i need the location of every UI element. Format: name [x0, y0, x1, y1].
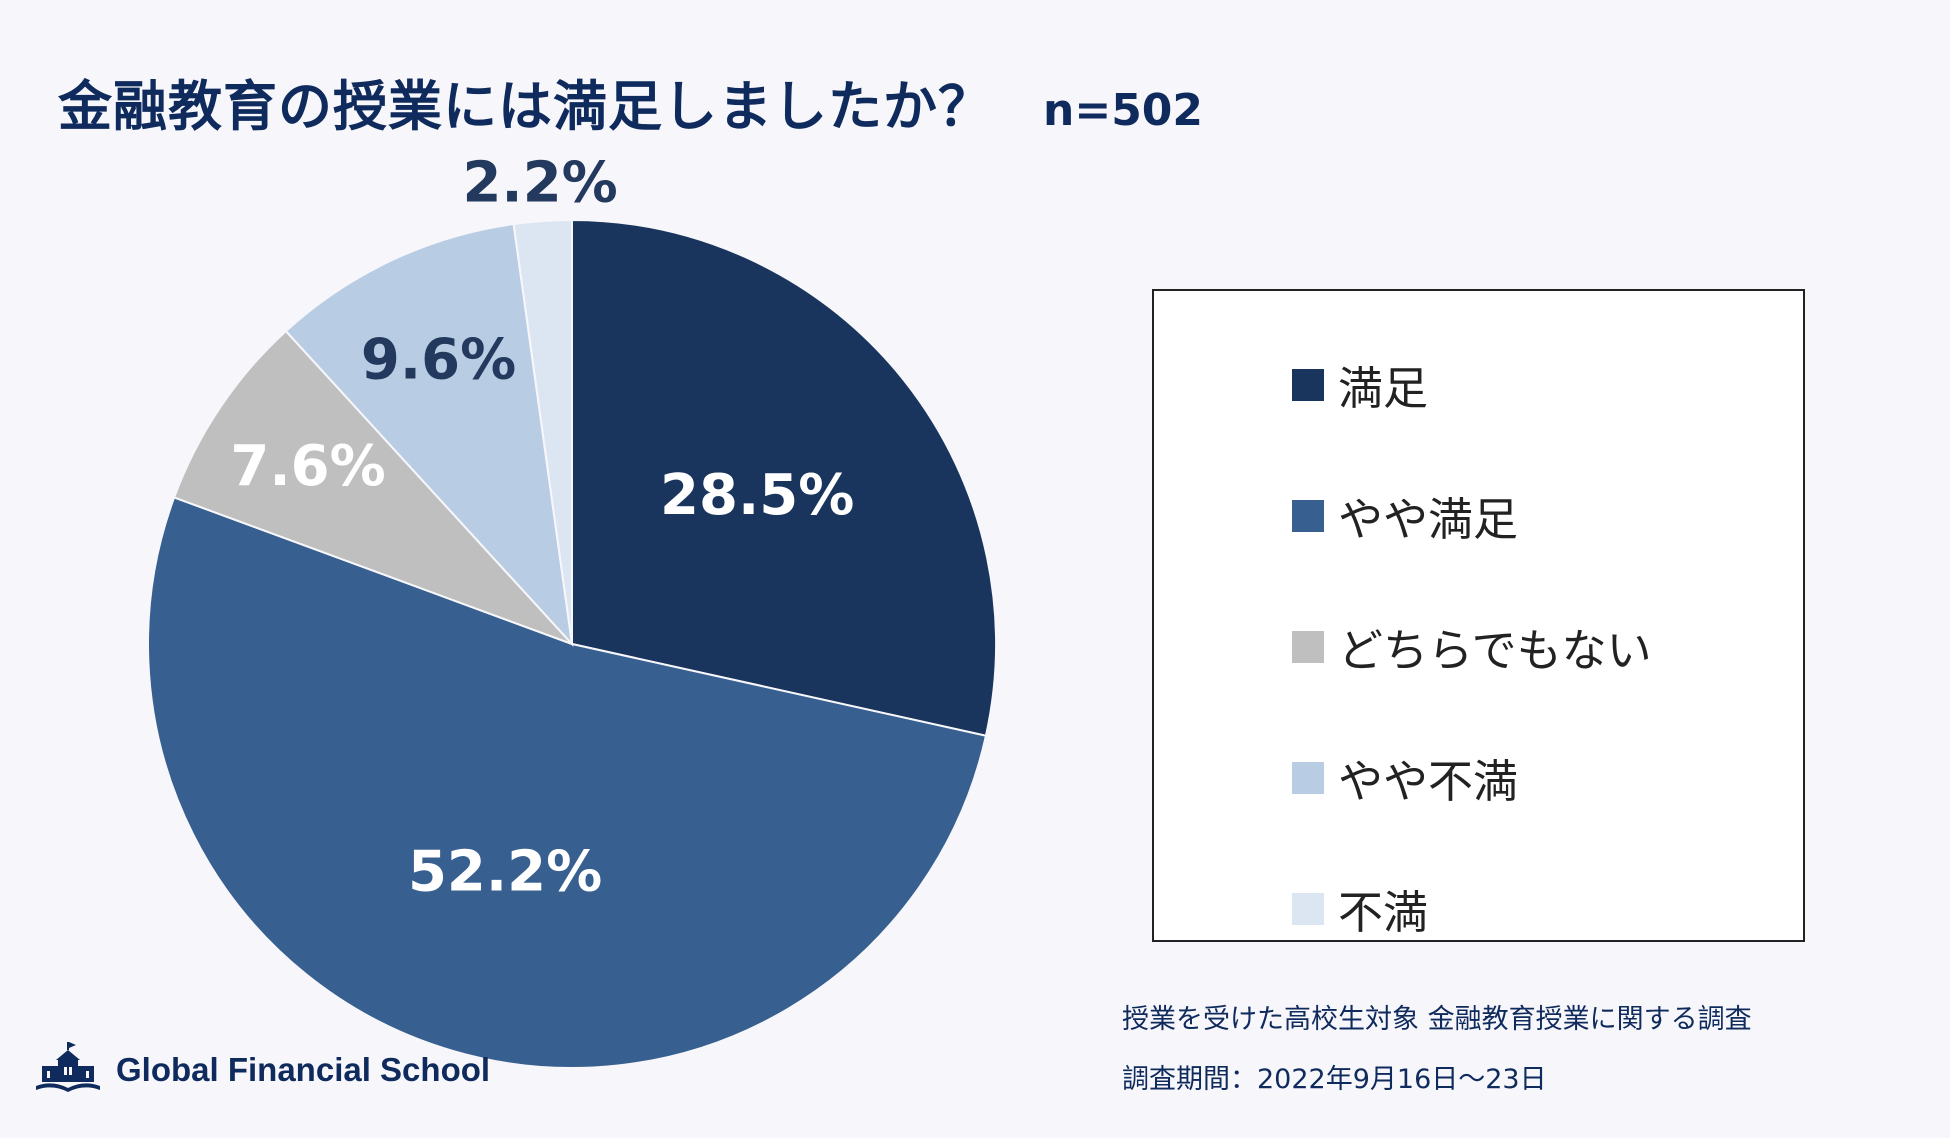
- legend-swatch: [1292, 499, 1324, 532]
- legend-label: 満足: [1338, 362, 1429, 415]
- school-building-icon: [36, 1042, 100, 1092]
- legend-item-neutral: どちらでもない: [1292, 581, 1652, 712]
- title-row: 金融教育の授業には満足しましたか？ n=502: [58, 62, 1203, 141]
- pie-slices: [147, 218, 997, 1069]
- legend-item-satisfied: 満足: [1292, 319, 1652, 450]
- pie-slice-somewhat-satisfied: [147, 496, 988, 1069]
- legend-item-somewhat-satisfied: やや満足: [1292, 450, 1652, 581]
- legend-label: やや不満: [1338, 755, 1519, 808]
- survey-footnotes: 授業を受けた高校生対象 金融教育授業に関する調査 調査期間：2022年9月16日…: [1122, 990, 1752, 1110]
- pie-label-neutral: 7.6%: [230, 434, 385, 499]
- pie-label-somewhat-satisfied: 52.2%: [408, 839, 602, 904]
- legend-label: 不満: [1338, 886, 1429, 939]
- survey-description: 授業を受けた高校生対象 金融教育授業に関する調査: [1122, 1004, 1752, 1035]
- legend-item-somewhat-dissatisfied: やや不満: [1292, 712, 1652, 843]
- pie-label-somewhat-dissatisfied: 9.6%: [361, 328, 516, 393]
- pie-slice-neutral: [172, 329, 573, 645]
- legend-list: 満足 やや満足 どちらでもない やや不満 不満: [1292, 319, 1652, 974]
- legend-label: どちらでもない: [1338, 624, 1652, 677]
- pie-label-satisfied: 28.5%: [660, 463, 854, 528]
- legend-swatch: [1292, 892, 1324, 925]
- pie-label-dissatisfied: 2.2%: [462, 150, 617, 215]
- legend-swatch: [1292, 761, 1324, 794]
- legend: 満足 やや満足 どちらでもない やや不満 不満: [1152, 289, 1805, 942]
- logo: Global Financial School: [34, 1042, 490, 1098]
- chart-title: 金融教育の授業には満足しましたか？: [58, 75, 993, 138]
- pie-value-labels: 28.5% 52.2% 7.6% 9.6% 2.2%: [230, 150, 854, 904]
- pie-slice-dissatisfied: [512, 218, 573, 645]
- legend-label: やや満足: [1338, 493, 1519, 546]
- legend-swatch: [1292, 630, 1324, 663]
- legend-item-dissatisfied: 不満: [1292, 843, 1652, 974]
- sample-size: n=502: [1043, 85, 1204, 136]
- logo-text: Global Financial School: [116, 1051, 491, 1088]
- survey-period: 調査期間：2022年9月16日～23日: [1122, 1064, 1547, 1095]
- legend-swatch: [1292, 368, 1324, 401]
- pie-slice-somewhat-dissatisfied: [284, 222, 574, 648]
- pie-slice-satisfied: [571, 218, 997, 737]
